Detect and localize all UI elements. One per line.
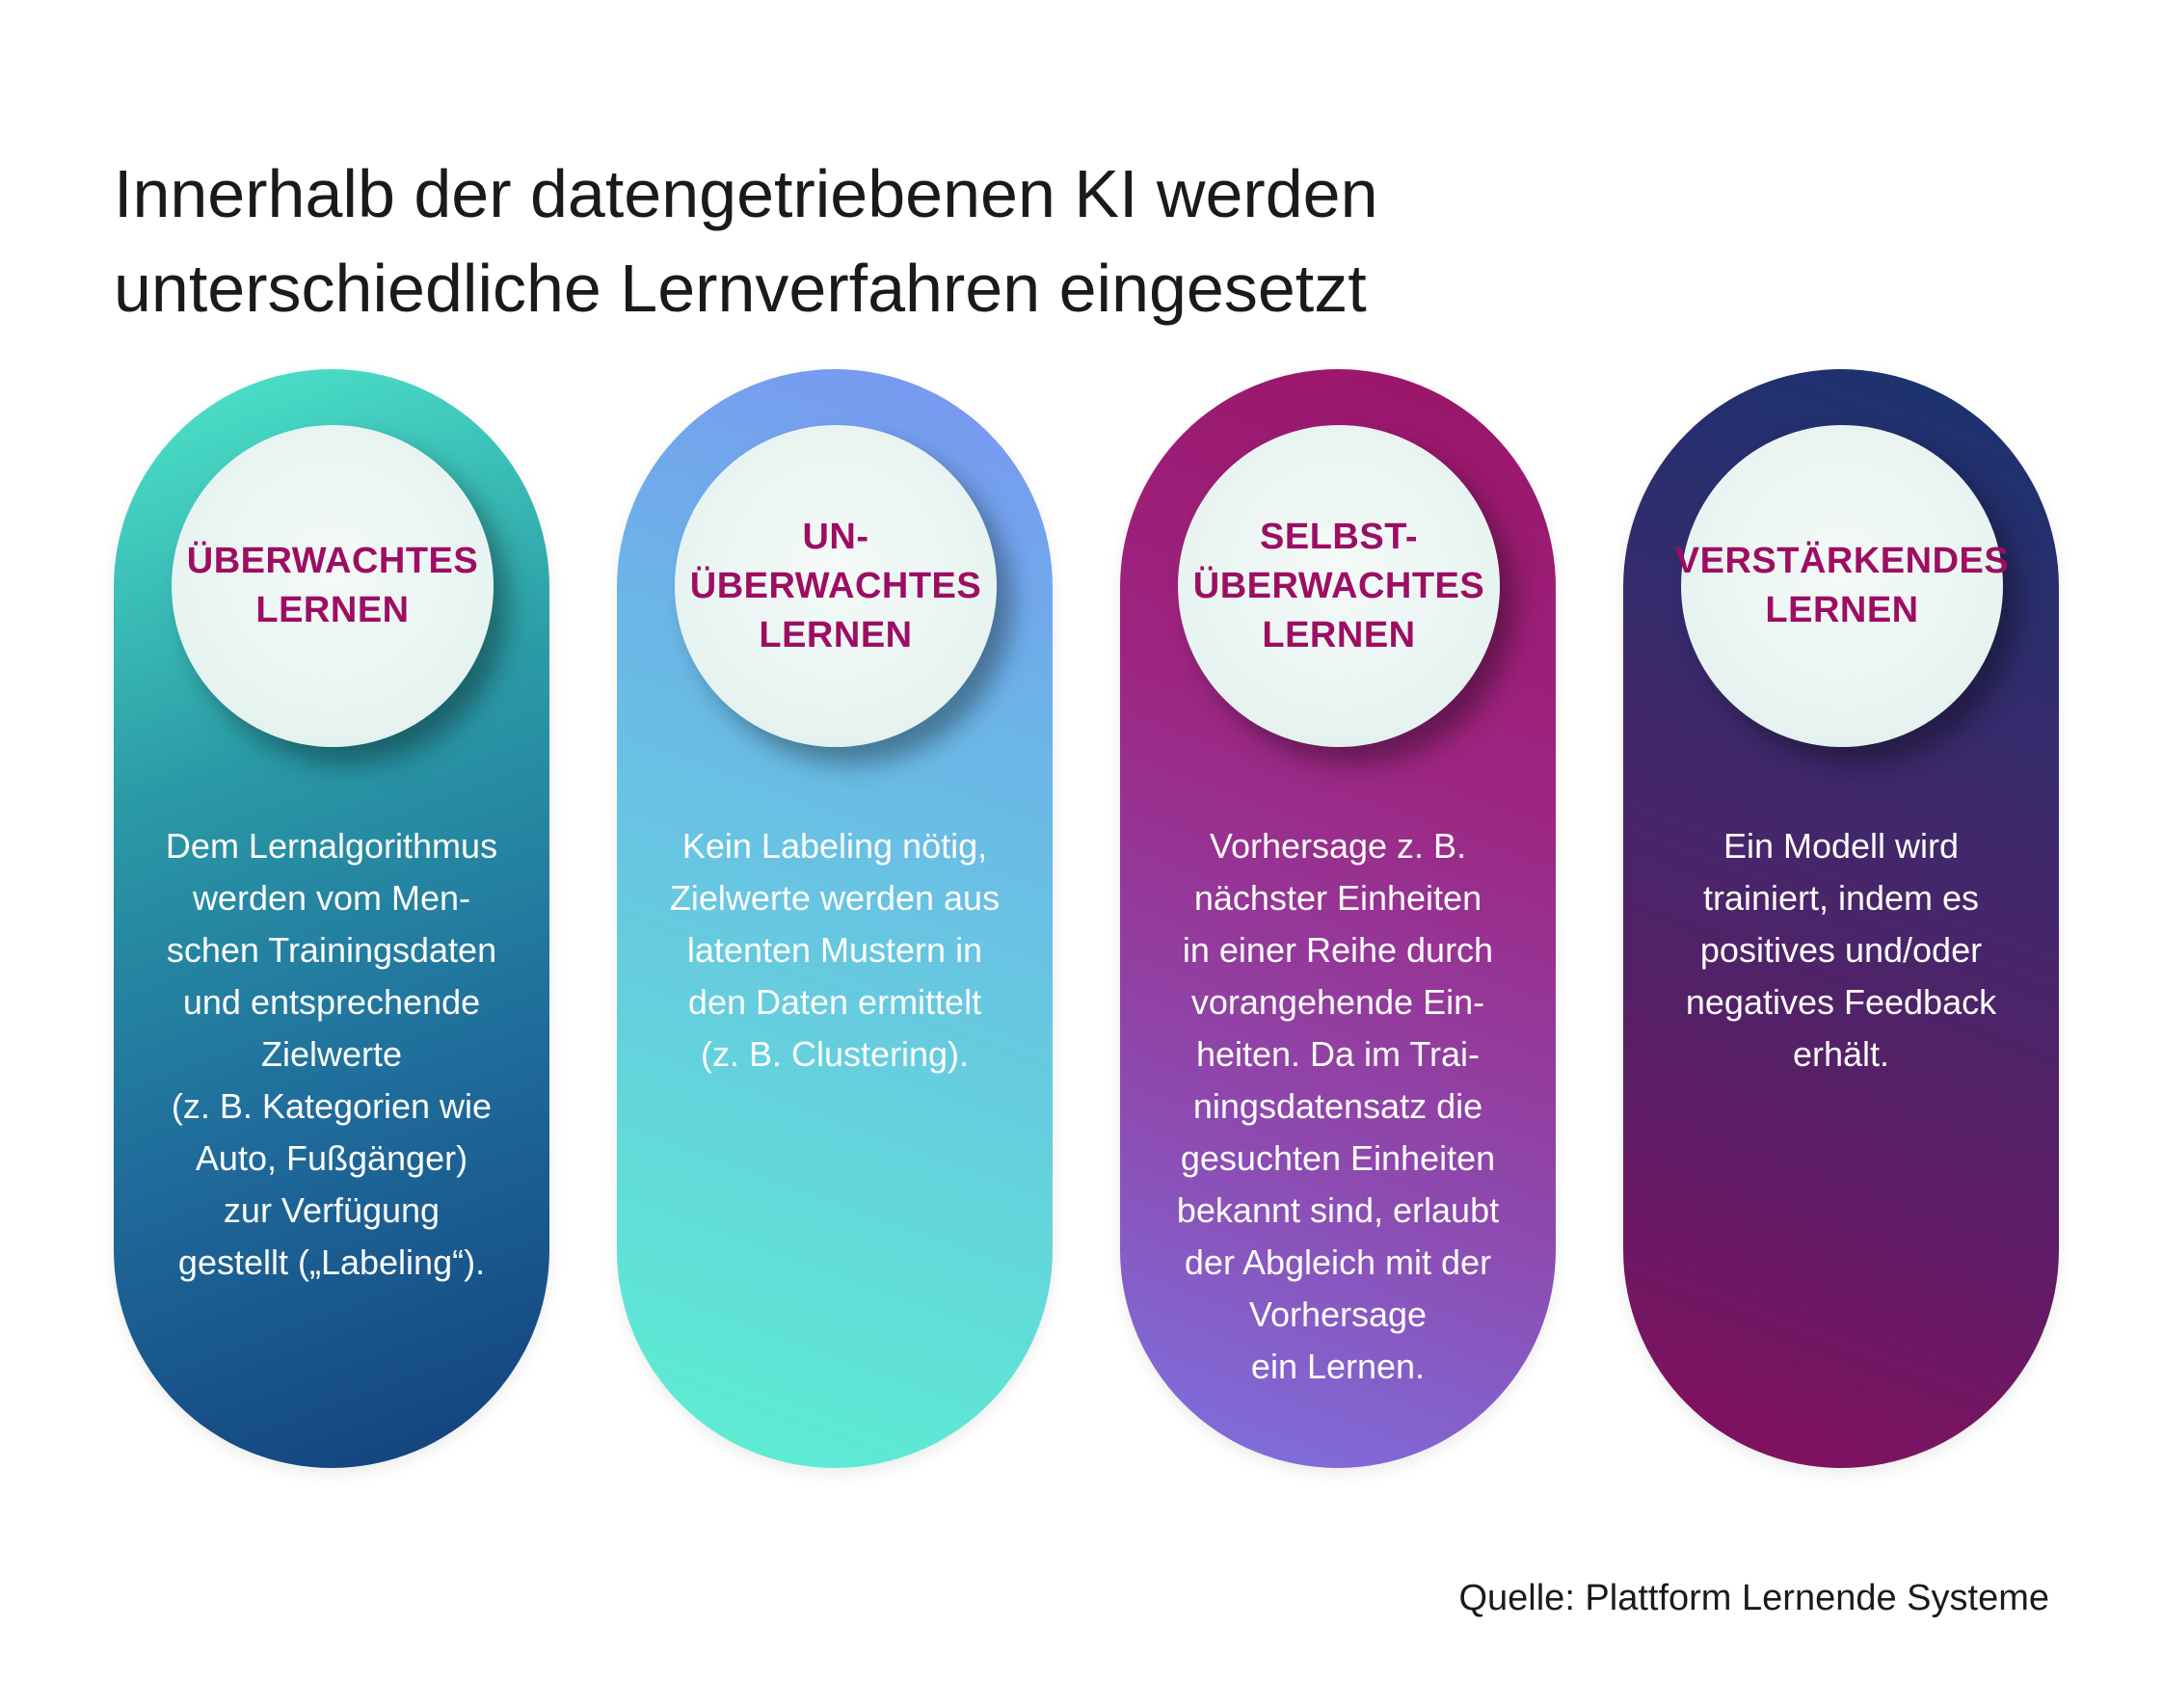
pill-unsupervised-learning: UN- ÜBERWACHTES LERNEN Kein Labeling nöt…	[617, 369, 1053, 1468]
page-title: Innerhalb der datengetriebenen KI werden…	[114, 147, 1945, 335]
badge-label: VERSTÄRKENDES LERNEN	[1674, 541, 2010, 630]
pill-description: Ein Modell wird trainiert, indem es posi…	[1685, 826, 1997, 1074]
pill-supervised-learning: ÜBERWACHTES LERNEN Dem Lernalgorithmus w…	[114, 369, 549, 1468]
source-credit: Quelle: Plattform Lernende Systeme	[1458, 1578, 2049, 1618]
pill-reinforcement-learning: VERSTÄRKENDES LERNEN Ein Modell wird tra…	[1623, 369, 2059, 1468]
pill-description: Dem Lernalgorithmus werden vom Men- sche…	[165, 826, 498, 1282]
title-line-1: Innerhalb der datengetriebenen KI werden	[114, 155, 1378, 231]
pill-description: Kein Labeling nötig, Zielwerte werden au…	[669, 826, 1001, 1074]
pill-self-supervised-learning: SELBST- ÜBERWACHTES LERNEN Vorhersage z.…	[1120, 369, 1556, 1468]
badge-circle: SELBST- ÜBERWACHTES LERNEN	[1178, 425, 1500, 747]
badge-label: UN- ÜBERWACHTES LERNEN	[689, 516, 982, 655]
badge-label: SELBST- ÜBERWACHTES LERNEN	[1192, 516, 1485, 655]
title-line-2: unterschiedliche Lernverfahren eingesetz…	[114, 250, 1367, 326]
badge-circle: VERSTÄRKENDES LERNEN	[1675, 425, 2009, 747]
pill-description: Vorhersage z. B. nächster Einheiten in e…	[1176, 826, 1500, 1386]
badge-circle: UN- ÜBERWACHTES LERNEN	[675, 425, 997, 747]
badge-circle: ÜBERWACHTES LERNEN	[172, 425, 494, 747]
badge-label: ÜBERWACHTES LERNEN	[186, 541, 479, 630]
